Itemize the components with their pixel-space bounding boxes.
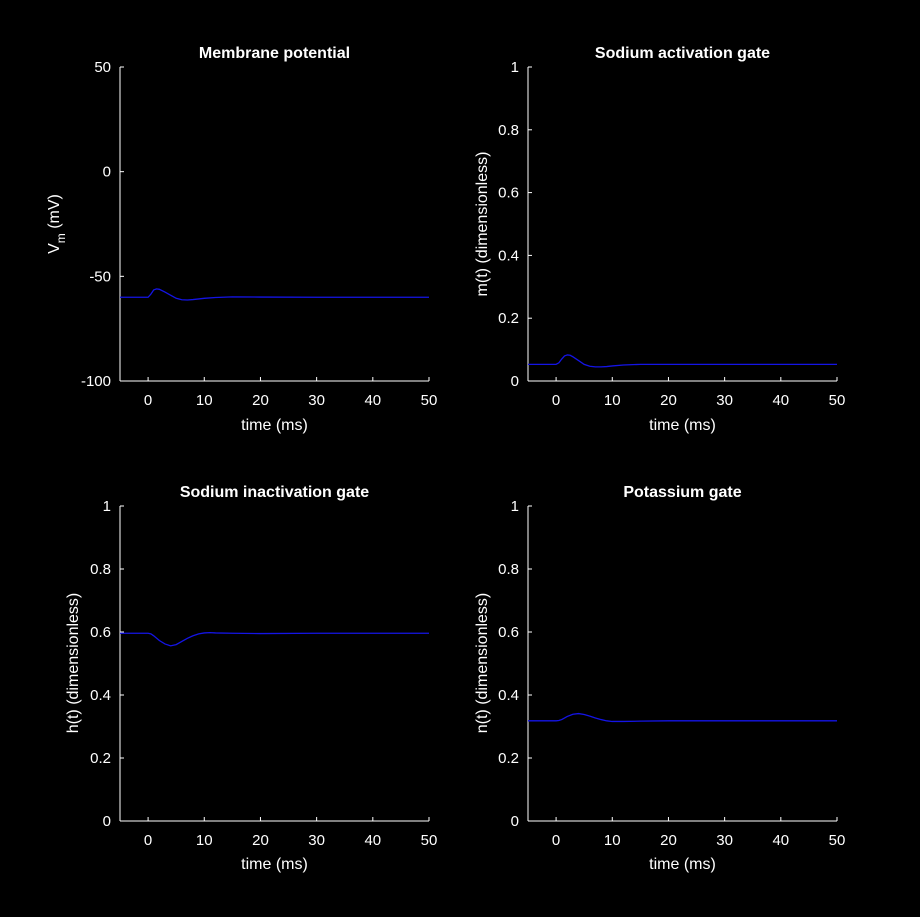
series-line bbox=[120, 631, 429, 647]
y-tick-label: 0.2 bbox=[90, 750, 111, 767]
y-tick-label: 0.8 bbox=[498, 561, 519, 578]
y-tick-label: 0.8 bbox=[90, 561, 111, 578]
panel-title: Sodium activation gate bbox=[595, 45, 770, 62]
panel-title: Potassium gate bbox=[623, 484, 741, 501]
panel-potassium-gate: Potassium gate 0 10 20 30 40 50 0 0.2 0.4 0.6 0.8 1… bbox=[474, 484, 845, 873]
y-axis-label-subscript: m bbox=[54, 233, 68, 243]
y-tick-label: 0.6 bbox=[90, 624, 111, 641]
y-axis-label: h(t) (dimensionless) bbox=[65, 593, 82, 733]
x-tick-label: 40 bbox=[364, 392, 381, 409]
x-tick-label: 10 bbox=[196, 832, 213, 849]
x-tick-label: 10 bbox=[604, 832, 621, 849]
x-tick-label: 0 bbox=[144, 392, 152, 409]
x-tick-label: 30 bbox=[716, 832, 733, 849]
panel-sodium-inactivation-gate: Sodium inactivation gate 0 10 20 30 40 50 0 0.2… bbox=[65, 484, 437, 873]
x-axis-label: time (ms) bbox=[241, 856, 308, 873]
x-tick-label: 0 bbox=[552, 392, 560, 409]
x-axis-label: time (ms) bbox=[241, 417, 308, 434]
panel-membrane-potential: Membrane potential 0 10 20 30 40 50 -100 -50 0 50… bbox=[46, 45, 437, 434]
series-line bbox=[528, 354, 837, 368]
panel-sodium-activation-gate: Sodium activation gate 0 10 20 30 40 50 0 0.2 0.… bbox=[474, 45, 845, 434]
x-tick-label: 50 bbox=[829, 832, 846, 849]
y-tick-label: 0.2 bbox=[498, 750, 519, 767]
series-line bbox=[120, 288, 429, 301]
x-tick-label: 50 bbox=[421, 832, 438, 849]
y-axis-label-unit: (mV) bbox=[46, 194, 63, 233]
x-tick-label: 30 bbox=[716, 392, 733, 409]
x-axis-label: time (ms) bbox=[649, 417, 716, 434]
y-tick-label: 0 bbox=[511, 373, 519, 390]
x-tick-label: 10 bbox=[196, 392, 213, 409]
x-tick-label: 50 bbox=[421, 392, 438, 409]
panel-title: Membrane potential bbox=[199, 45, 350, 62]
y-tick-label: 50 bbox=[94, 59, 111, 76]
y-tick-label: 0 bbox=[103, 164, 111, 181]
y-tick-label: 0.6 bbox=[498, 624, 519, 641]
x-tick-label: 10 bbox=[604, 392, 621, 409]
y-axis-label: Vm (mV) bbox=[46, 194, 68, 254]
x-tick-label: 30 bbox=[308, 832, 325, 849]
y-axis-label-main: V bbox=[46, 243, 63, 254]
y-tick-label: -100 bbox=[81, 373, 111, 390]
ticks-group: 0 10 20 30 40 50 0 0.2 0.4 0.6 0.8 1 bbox=[498, 498, 845, 849]
y-tick-label: 1 bbox=[511, 498, 519, 515]
y-tick-label: 0.8 bbox=[498, 122, 519, 139]
y-axis-label: m(t) (dimensionless) bbox=[474, 152, 491, 297]
y-tick-label: 1 bbox=[511, 59, 519, 76]
x-axis-label: time (ms) bbox=[649, 856, 716, 873]
y-tick-label: 0 bbox=[511, 813, 519, 830]
x-tick-label: 40 bbox=[772, 832, 789, 849]
x-tick-label: 40 bbox=[364, 832, 381, 849]
y-tick-label: 1 bbox=[103, 498, 111, 515]
y-tick-label: 0.4 bbox=[498, 247, 519, 264]
x-tick-label: 20 bbox=[252, 832, 269, 849]
x-tick-label: 0 bbox=[144, 832, 152, 849]
y-axis-label: n(t) (dimensionless) bbox=[474, 593, 491, 733]
x-tick-label: 30 bbox=[308, 392, 325, 409]
y-tick-label: 0.4 bbox=[90, 687, 111, 704]
x-tick-label: 50 bbox=[829, 392, 846, 409]
x-tick-label: 20 bbox=[660, 392, 677, 409]
panel-title: Sodium inactivation gate bbox=[180, 484, 369, 501]
ticks-group: 0 10 20 30 40 50 -100 -50 0 50 bbox=[81, 59, 437, 409]
x-tick-label: 20 bbox=[660, 832, 677, 849]
x-tick-label: 20 bbox=[252, 392, 269, 409]
y-tick-label: -50 bbox=[89, 268, 111, 285]
y-tick-label: 0 bbox=[103, 813, 111, 830]
y-tick-label: 0.6 bbox=[498, 185, 519, 202]
ticks-group: 0 10 20 30 40 50 0 0.2 0.4 0.6 0.8 1 bbox=[90, 498, 437, 849]
x-tick-label: 0 bbox=[552, 832, 560, 849]
series-line bbox=[528, 712, 837, 723]
ticks-group: 0 10 20 30 40 50 0 0.2 0.4 0.6 0.8 1 bbox=[498, 59, 845, 409]
x-tick-label: 40 bbox=[772, 392, 789, 409]
y-tick-label: 0.2 bbox=[498, 310, 519, 327]
y-tick-label: 0.4 bbox=[498, 687, 519, 704]
